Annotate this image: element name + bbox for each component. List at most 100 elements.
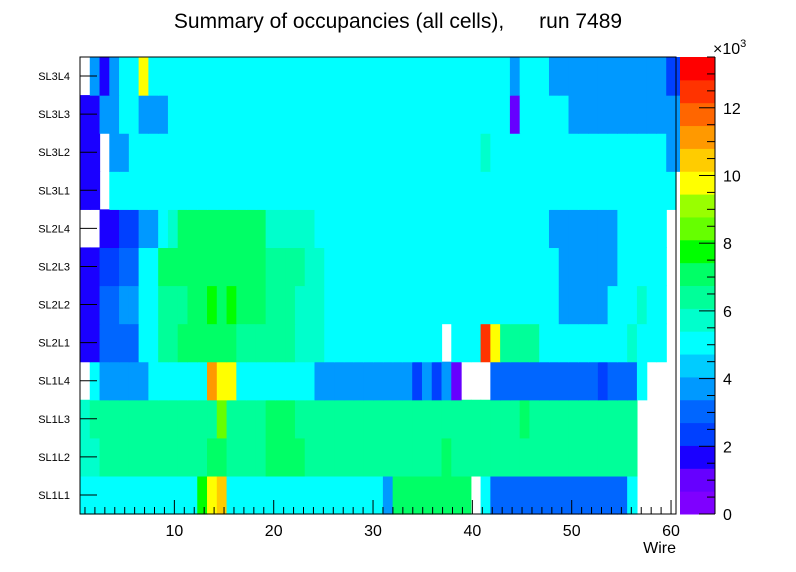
heatmap-cell-SL3L3-5: [119, 95, 130, 134]
heatmap-cell-SL1L3-44: [500, 399, 511, 439]
heatmap-cell-SL3L1-35: [412, 171, 423, 210]
heatmap-cell-SL3L4-17: [236, 57, 247, 96]
heatmap-cell-SL1L2-16: [226, 437, 237, 477]
heatmap-cell-SL3L3-48: [539, 95, 550, 134]
heatmap-cell-SL1L2-12: [187, 437, 198, 477]
heatmap-cell-SL1L1-39: [451, 475, 462, 515]
heatmap-cell-SL1L3-14: [207, 399, 218, 439]
heatmap-cell-SL3L1-6: [128, 171, 140, 210]
heatmap-cell-SL3L2-13: [197, 133, 208, 172]
heatmap-cell-SL2L4-22: [285, 209, 296, 249]
heatmap-cell-SL3L2-5: [119, 133, 130, 172]
heatmap-cell-SL2L3-13: [197, 247, 208, 287]
heatmap-cell-SL1L3-38: [441, 399, 452, 439]
heatmap-cell-SL2L2-47: [529, 285, 540, 325]
heatmap-cell-SL2L1-48: [539, 323, 550, 363]
heatmap-cell-SL2L1-3: [99, 323, 110, 363]
heatmap-cell-SL3L1-21: [275, 171, 286, 210]
palette-segment-1: [680, 491, 715, 515]
chart-title: Summary of occupancies (all cells), run …: [174, 10, 622, 33]
heatmap-cell-SL2L1-54: [597, 323, 609, 363]
heatmap-cell-SL3L4-23: [294, 57, 306, 96]
heatmap-cell-SL3L1-40: [461, 171, 472, 210]
heatmap-cell-SL3L1-7: [138, 171, 149, 210]
palette-segment-3: [680, 445, 715, 469]
heatmap-cell-SL3L1-38: [441, 171, 452, 210]
heatmap-cell-SL3L2-58: [636, 133, 648, 172]
heatmap-cell-SL1L1-55: [607, 475, 618, 515]
heatmap-cell-SL2L3-57: [627, 247, 638, 287]
heatmap-cell-SL2L3-47: [529, 247, 540, 287]
heatmap-cell-SL3L4-7: [138, 57, 149, 96]
heatmap-cell-SL2L4-19: [255, 209, 267, 249]
heatmap-cell-SL2L1-21: [275, 323, 286, 363]
heatmap-cell-SL3L3-32: [382, 95, 394, 134]
heatmap-cell-SL1L4-21: [275, 361, 286, 401]
x-tick-label-30: 30: [364, 523, 382, 540]
heatmap-cell-SL3L4-54: [597, 57, 609, 96]
heatmap-cell-SL3L4-28: [343, 57, 355, 96]
palette-segment-2: [680, 468, 715, 492]
heatmap-cell-SL1L3-29: [353, 399, 364, 439]
heatmap-cell-SL3L2-49: [548, 133, 560, 172]
heatmap-cell-SL2L1-22: [285, 323, 296, 363]
heatmap-cell-SL2L1-17: [236, 323, 247, 363]
heatmap-cell-SL3L1-59: [646, 171, 658, 210]
heatmap-cell-SL3L4-21: [275, 57, 286, 96]
heatmap-cell-SL3L2-55: [607, 133, 618, 172]
heatmap-cell-SL2L4-53: [588, 209, 599, 249]
heatmap-cell-SL3L3-24: [304, 95, 316, 134]
heatmap-cell-SL2L1-56: [617, 323, 628, 363]
heatmap-cell-SL3L1-26: [324, 171, 335, 210]
heatmap-cell-SL1L3-19: [255, 399, 267, 439]
heatmap-cell-SL2L1-25: [314, 323, 325, 363]
heatmap-cell-SL2L2-18: [246, 285, 257, 325]
heatmap-cell-SL3L3-40: [461, 95, 472, 134]
heatmap-cell-SL1L2-10: [167, 437, 179, 477]
heatmap-cell-SL1L1-5: [119, 475, 130, 515]
heatmap-cell-SL3L3-55: [607, 95, 618, 134]
heatmap-cell-SL3L2-59: [646, 133, 658, 172]
heatmap-cell-SL2L3-19: [255, 247, 267, 287]
heatmap-cell-SL2L4-56: [617, 209, 628, 249]
heatmap-cell-SL2L3-7: [138, 247, 149, 287]
heatmap-cell-SL3L3-43: [490, 95, 501, 134]
heatmap-cell-SL2L3-48: [539, 247, 550, 287]
heatmap-cell-SL1L1-34: [402, 475, 413, 515]
heatmap-cell-SL1L4-32: [382, 361, 394, 401]
row-label-SL3L4: SL3L4: [38, 71, 70, 83]
heatmap-cell-SL2L3-53: [588, 247, 599, 287]
heatmap-cell-SL3L2-52: [578, 133, 589, 172]
heatmap-cell-SL3L3-4: [109, 95, 120, 134]
heatmap-cell-SL2L1-11: [177, 323, 189, 363]
heatmap-cell-SL1L2-21: [275, 437, 286, 477]
heatmap-cell-SL3L1-20: [265, 171, 277, 210]
heatmap-cell-SL2L2-35: [412, 285, 423, 325]
heatmap-cell-SL2L2-10: [167, 285, 179, 325]
heatmap-cell-SL2L1-19: [255, 323, 267, 363]
heatmap-cell-SL2L1-40: [461, 323, 472, 363]
heatmap-cell-SL1L2-20: [265, 437, 277, 477]
row-label-SL3L3: SL3L3: [38, 109, 70, 121]
heatmap-cell-SL1L1-10: [167, 475, 179, 515]
heatmap-cell-SL2L2-7: [138, 285, 149, 325]
heatmap-cell-SL3L1-30: [363, 171, 374, 210]
heatmap-cell-SL1L3-20: [265, 399, 277, 439]
heatmap-cell-SL1L2-25: [314, 437, 325, 477]
heatmap-cell-SL2L4-8: [148, 209, 159, 249]
heatmap-cell-SL2L3-50: [558, 247, 570, 287]
heatmap-cell-SL1L4-44: [500, 361, 511, 401]
heatmap-cell-SL2L4-35: [412, 209, 423, 249]
heatmap-cell-SL2L4-33: [392, 209, 404, 249]
heatmap-cell-SL2L4-6: [128, 209, 140, 249]
heatmap-cell-SL1L4-22: [285, 361, 296, 401]
heatmap-cell-SL2L3-5: [119, 247, 130, 287]
heatmap-cell-SL1L3-6: [128, 399, 140, 439]
heatmap-cell-SL2L2-55: [607, 285, 618, 325]
heatmap-cell-SL2L2-58: [636, 285, 648, 325]
heatmap-cell-SL1L4-51: [568, 361, 579, 401]
heatmap-cell-SL1L2-37: [431, 437, 443, 477]
heatmap-cell-SL1L3-42: [480, 399, 491, 439]
heatmap-cell-SL2L2-29: [353, 285, 364, 325]
heatmap-cell-SL2L3-15: [216, 247, 228, 287]
